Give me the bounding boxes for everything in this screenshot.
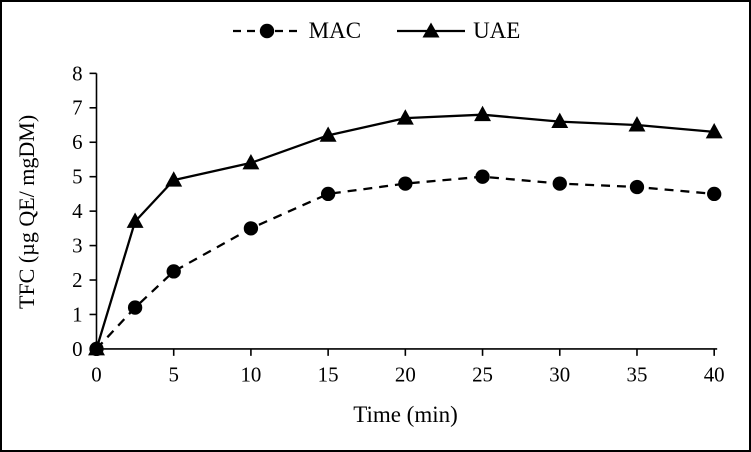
mac-data-point bbox=[552, 176, 567, 191]
uae-legend-marker-icon bbox=[397, 22, 466, 38]
legend-marker-shape bbox=[259, 23, 274, 39]
y-tick-label: 8 bbox=[72, 61, 82, 85]
legend-item-mac: MAC bbox=[231, 18, 361, 44]
legend-marker-shape bbox=[422, 22, 440, 38]
y-tick-label: 3 bbox=[72, 234, 82, 258]
mac-data-point bbox=[629, 179, 645, 195]
mac-data-point bbox=[243, 221, 259, 236]
uae-data-point bbox=[165, 171, 183, 187]
mac-data-point bbox=[127, 300, 143, 315]
uae-data-point bbox=[474, 105, 492, 122]
uae-data-point bbox=[126, 212, 144, 228]
y-tick-label: 2 bbox=[72, 268, 82, 292]
y-axis-label: TFC (µg QE/ mgDM) bbox=[14, 114, 39, 310]
y-tick-label: 0 bbox=[72, 337, 82, 361]
mac-data-point bbox=[166, 264, 181, 279]
y-tick-label: 4 bbox=[72, 199, 83, 223]
chart-legend: MAC UAE bbox=[2, 18, 749, 44]
y-tick-label: 7 bbox=[72, 96, 82, 120]
mac-data-point bbox=[398, 176, 413, 191]
legend-label-uae: UAE bbox=[473, 18, 521, 43]
uae-data-point bbox=[551, 112, 569, 129]
x-tick-label: 25 bbox=[472, 363, 493, 387]
x-tick-label: 30 bbox=[549, 363, 570, 387]
x-tick-label: 5 bbox=[168, 363, 178, 387]
uae-data-point bbox=[242, 153, 260, 170]
uae-data-point bbox=[88, 339, 105, 356]
x-tick-label: 15 bbox=[318, 363, 339, 387]
x-tick-label: 0 bbox=[91, 363, 101, 387]
mac-data-point bbox=[320, 186, 336, 202]
mac-data-point bbox=[475, 169, 490, 184]
x-tick-label: 10 bbox=[240, 363, 261, 387]
x-axis-label: Time (min) bbox=[353, 402, 458, 427]
uae-data-point bbox=[396, 109, 414, 125]
uae-data-point bbox=[705, 122, 723, 139]
mac-series-line bbox=[95, 175, 715, 350]
mac-data-point bbox=[707, 186, 722, 202]
legend-label-mac: MAC bbox=[308, 18, 362, 43]
x-tick-label: 35 bbox=[627, 363, 648, 387]
y-tick-label: 5 bbox=[72, 165, 82, 189]
mac-legend-marker-icon bbox=[232, 23, 301, 39]
x-tick-label: 40 bbox=[704, 363, 725, 387]
uae-series-line bbox=[95, 113, 715, 350]
uae-data-point bbox=[628, 116, 646, 132]
y-tick-label: 1 bbox=[72, 302, 82, 326]
legend-item-uae: UAE bbox=[395, 18, 520, 44]
y-tick-label: 6 bbox=[72, 130, 82, 154]
x-tick-label: 20 bbox=[395, 363, 416, 387]
uae-data-point bbox=[319, 126, 337, 142]
